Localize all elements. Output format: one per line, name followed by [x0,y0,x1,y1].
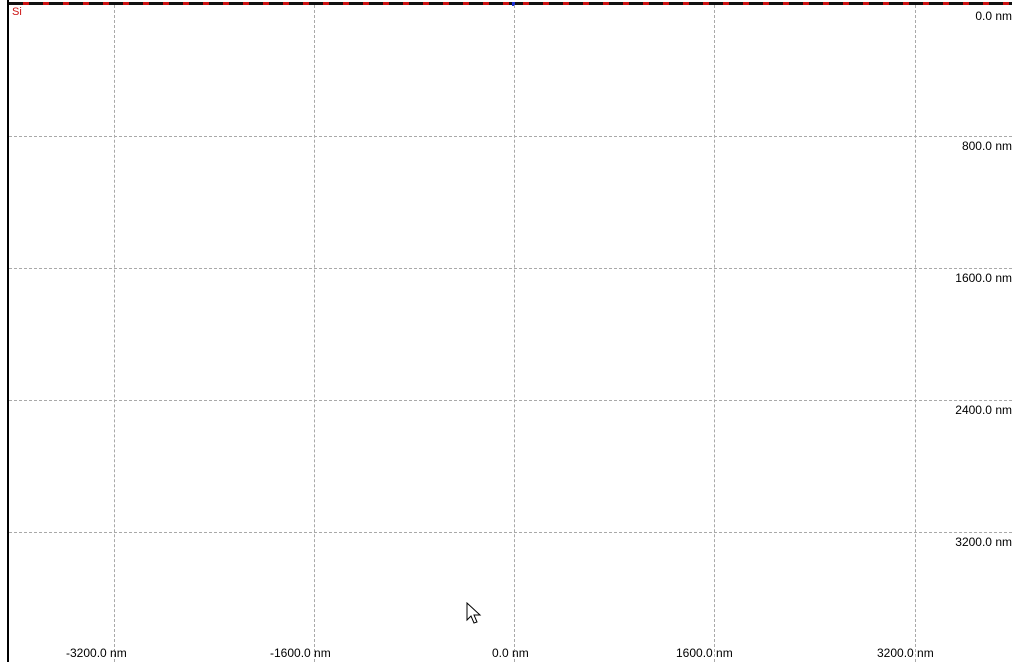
grid-line-vertical [114,5,115,662]
grid-line-horizontal [9,532,1012,533]
x-tick-label: 0.0 nm [492,646,529,660]
y-tick-label: 800.0 nm [959,139,1012,153]
y-tick-label: 2400.0 nm [953,403,1012,417]
canvas-left-border [7,0,9,662]
x-tick-label: 3200.0 nm [877,646,934,660]
material-label: Si [12,6,22,18]
y-tick-label: 0.0 nm [973,9,1012,23]
grid-line-horizontal [9,268,1012,269]
arrow-pointer-icon [466,602,482,624]
grid-line-horizontal [9,400,1012,401]
grid-line-vertical [514,5,515,662]
origin-marker [512,2,515,6]
material-surface-boundary [9,2,1012,5]
grid-line-vertical [714,5,715,662]
grid-line-vertical [314,5,315,662]
grid-line-vertical [915,5,916,662]
grid-line-horizontal [9,136,1012,137]
x-tick-label: -1600.0 nm [270,646,331,660]
y-tick-label: 3200.0 nm [953,535,1012,549]
x-tick-label: -3200.0 nm [66,646,127,660]
x-tick-label: 1600.0 nm [676,646,733,660]
y-tick-label: 1600.0 nm [953,271,1012,285]
